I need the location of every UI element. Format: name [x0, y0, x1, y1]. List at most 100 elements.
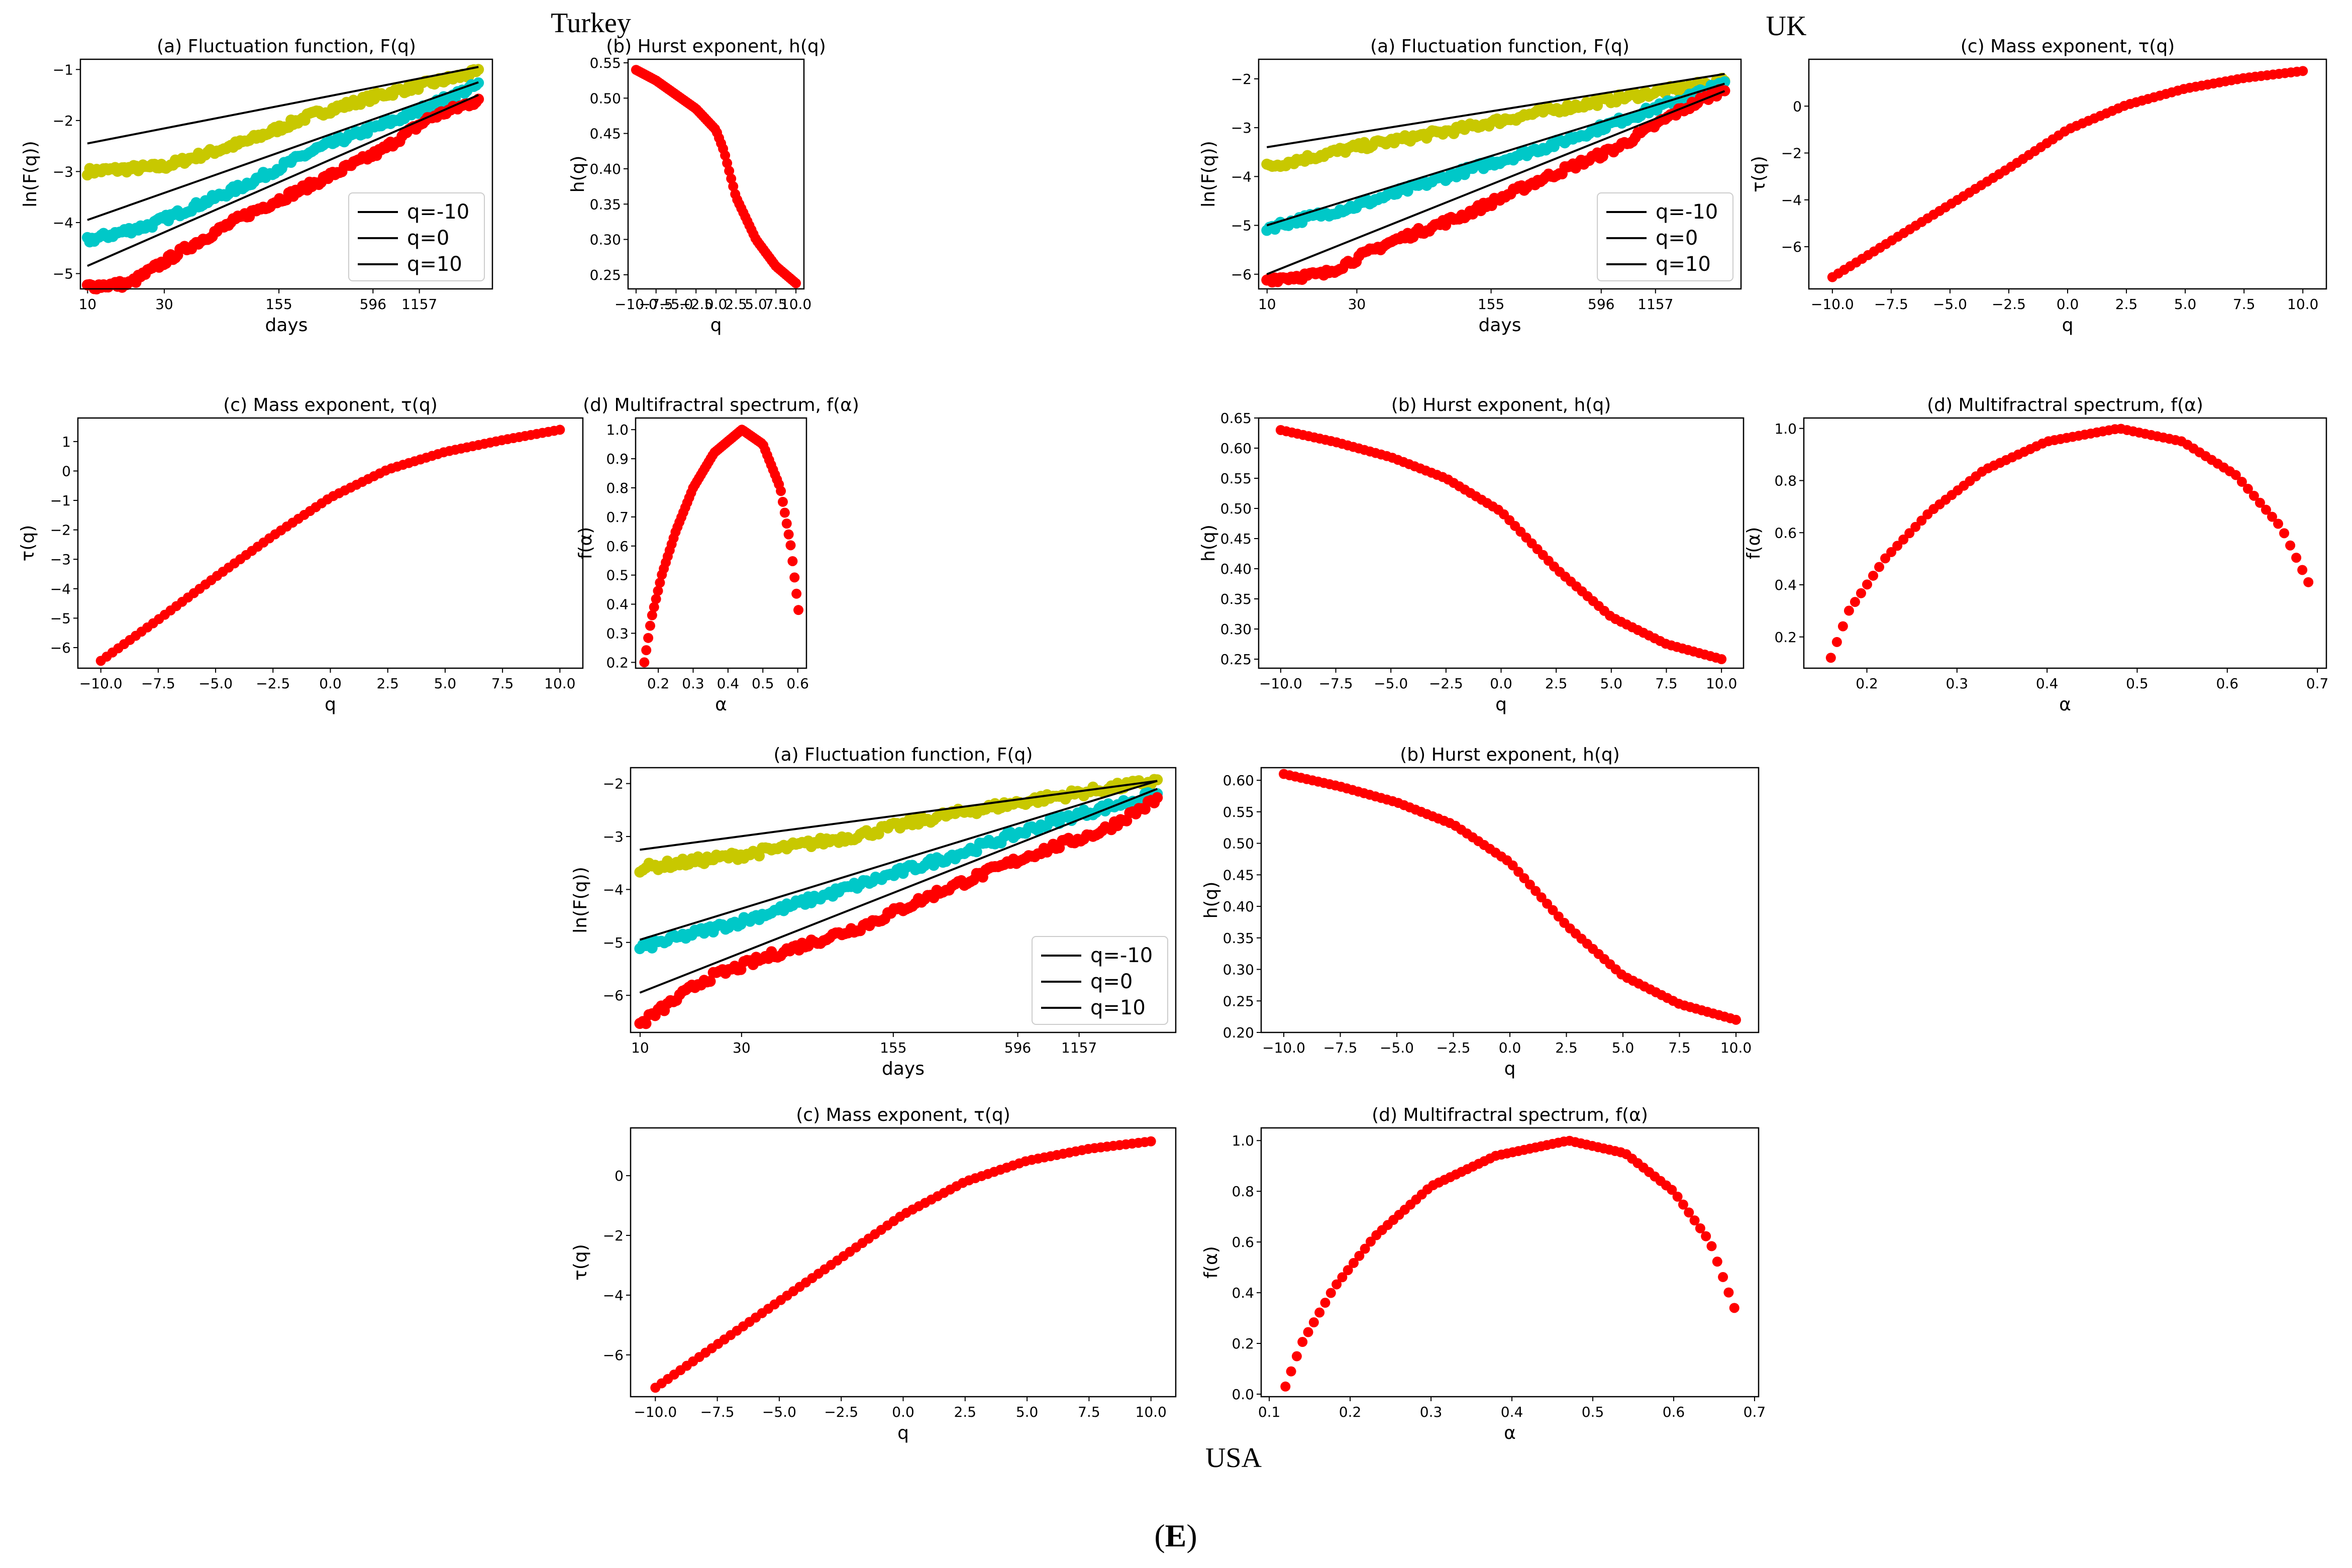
x-tick-label: −7.5	[639, 296, 673, 312]
data-point	[783, 529, 794, 540]
plot-frame	[1808, 58, 2327, 290]
series-curve	[650, 1136, 1156, 1393]
y-tick-label: −3	[603, 828, 624, 845]
x-tick-label: 0.2	[1339, 1404, 1362, 1420]
y-tick-label: −1	[50, 492, 71, 509]
series-q=0	[81, 77, 484, 248]
x-tick-label: 0.6	[2216, 675, 2238, 692]
y-tick-label: 0.60	[1220, 440, 1252, 457]
x-tick-label: 7.5	[1078, 1404, 1100, 1420]
y-tick-label: 0.25	[1220, 651, 1252, 668]
y-tick-label: 0.25	[1223, 993, 1254, 1009]
y-tick-label: 0.8	[1232, 1183, 1254, 1200]
x-tick-label: 10.0	[780, 296, 811, 312]
fit-line	[87, 81, 479, 221]
x-tick-label: 7.5	[1655, 675, 1678, 692]
x-tick-label: 0.0	[2057, 296, 2079, 312]
x-tick-label: −5.0	[198, 675, 233, 692]
x-tick-label: 2.5	[376, 675, 399, 692]
series-q=10	[81, 93, 484, 295]
figure-caption: (E)	[1154, 1518, 1197, 1553]
data-point	[651, 594, 661, 604]
legend-box	[1032, 936, 1168, 1025]
y-tick-label: 1.0	[1232, 1132, 1254, 1149]
x-tick-label: 10.0	[1706, 675, 1737, 692]
panel-title: (a) Fluctuation function, F(q)	[1370, 36, 1629, 57]
x-axis-label: α	[715, 694, 727, 715]
data-point	[1701, 1231, 1711, 1241]
series-curve	[1279, 769, 1741, 1025]
data-point	[1831, 637, 1842, 647]
data-point	[1712, 1257, 1722, 1267]
x-tick-label: 0.4	[1501, 1404, 1523, 1420]
panel-us-a: (a) Fluctuation function, F(q) 10 30 155 596…	[570, 745, 1177, 1079]
x-tick-label: −2.5	[256, 675, 290, 692]
data-point	[1314, 1307, 1325, 1318]
y-axis-label: τ(q)	[1749, 156, 1769, 192]
y-axis-label: h(q)	[568, 156, 588, 193]
y-tick-label: −6	[1781, 239, 1802, 255]
x-tick-label: −2.5	[679, 296, 713, 312]
x-tick-label: 596	[1004, 1039, 1031, 1056]
x-tick-label: 0.0	[1490, 675, 1512, 692]
y-tick-label: −5	[603, 934, 624, 951]
data-point	[704, 976, 716, 987]
y-tick-label: 0.55	[1220, 470, 1252, 487]
data-point	[2291, 553, 2302, 563]
x-tick-label: −7.5	[1319, 675, 1353, 692]
data-point	[2303, 577, 2314, 587]
plot-frame	[1260, 767, 1760, 1033]
y-axis-label: h(q)	[1198, 525, 1219, 562]
legend-label: q=-10	[1656, 200, 1718, 224]
data-point	[1667, 1185, 1677, 1195]
y-tick-label: 0.8	[1774, 473, 1797, 489]
data-point	[643, 633, 654, 643]
x-tick-label: −10.0	[79, 675, 123, 692]
y-tick-label: −2	[603, 776, 624, 792]
data-point	[724, 166, 735, 176]
x-tick-label: −10.0	[634, 1404, 677, 1420]
y-tick-label: −4	[603, 881, 624, 898]
x-tick-label: 0.5	[1582, 1404, 1604, 1420]
y-tick-label: −5	[53, 266, 73, 282]
data-point	[1325, 1288, 1336, 1298]
data-point	[1303, 1327, 1313, 1337]
data-point	[1844, 605, 1854, 616]
x-axis-label: α	[2059, 694, 2071, 715]
data-point	[1862, 579, 1872, 590]
y-tick-label: 0.55	[590, 55, 621, 71]
data-point	[649, 602, 659, 612]
data-point	[1360, 1243, 1370, 1254]
data-point	[1716, 654, 1727, 664]
data-point	[1910, 521, 1921, 532]
data-point	[1678, 1199, 1688, 1210]
y-tick-label: 0	[62, 463, 71, 479]
panel-us-d: (d) Multifractral spectrum, f(α) 0.1 0.2 0.…	[1201, 1105, 1766, 1443]
panel-tr-c: (c) Mass exponent, τ(q)−10.0 −7.5 −5.0 −2.5…	[18, 395, 584, 715]
x-tick-label: −2.5	[824, 1404, 858, 1420]
y-tick-label: −5	[50, 610, 71, 626]
x-tick-label: 7.5	[491, 675, 514, 692]
x-tick-label: 5.0	[434, 675, 457, 692]
data-point	[1695, 1223, 1705, 1233]
data-point	[728, 181, 739, 191]
legend-box	[348, 192, 485, 281]
x-tick-label: 1157	[1061, 1039, 1097, 1056]
x-tick-label: 30	[733, 1039, 751, 1056]
data-point	[776, 486, 786, 496]
x-tick-label: 5.0	[1600, 675, 1623, 692]
data-point	[1536, 892, 1547, 903]
data-point	[1874, 562, 1885, 572]
x-tick-label: 0.5	[2126, 675, 2149, 692]
data-point	[781, 518, 792, 529]
series-curve	[1280, 1135, 1740, 1392]
y-tick-label: 1	[62, 434, 71, 450]
fit-line	[87, 66, 479, 145]
data-point	[640, 1018, 652, 1029]
data-point	[793, 605, 804, 615]
data-point	[787, 556, 798, 566]
y-tick-label: −4	[50, 581, 71, 597]
data-point	[1152, 792, 1163, 803]
data-point	[1297, 1337, 1308, 1347]
y-tick-label: 0.6	[1774, 525, 1797, 541]
